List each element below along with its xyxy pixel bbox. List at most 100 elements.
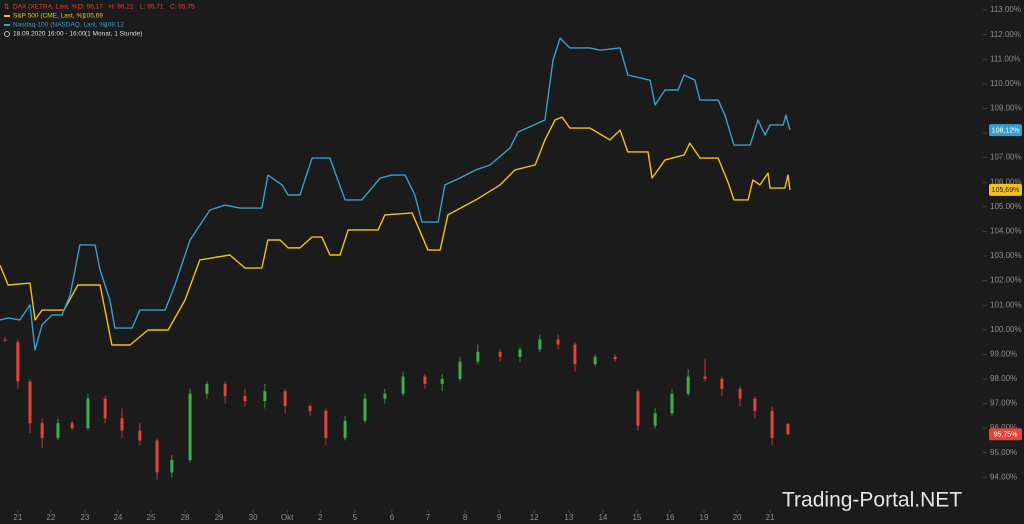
- x-tick-label: 29: [215, 513, 224, 522]
- candle-body: [40, 423, 44, 438]
- y-tick-label: 98.00%: [990, 374, 1017, 383]
- candle-body: [636, 391, 640, 426]
- candle-body: [188, 393, 192, 461]
- last-value-label: 108,12%: [992, 127, 1020, 134]
- legend-swatch: [4, 24, 10, 26]
- candle-body: [593, 356, 597, 365]
- x-tick-label: 21: [13, 513, 22, 522]
- candle-body: [703, 376, 707, 379]
- legend-value: L: 95,71: [140, 4, 164, 11]
- y-tick-label: 106.00%: [990, 177, 1022, 186]
- candle-body: [324, 410, 328, 438]
- x-tick-label: 30: [249, 513, 258, 522]
- candle-body: [308, 405, 312, 411]
- x-tick-label: 2: [318, 513, 323, 522]
- candle-body: [70, 423, 74, 429]
- y-tick-label: 112.00%: [990, 30, 1021, 39]
- candle-body: [401, 376, 405, 394]
- candle-body: [653, 413, 657, 426]
- x-tick-label: Okt: [281, 513, 294, 522]
- x-tick-label: 14: [598, 513, 607, 522]
- last-value-label: 95,75%: [994, 432, 1018, 439]
- x-tick-label: 22: [46, 513, 55, 522]
- candle-body: [498, 351, 502, 357]
- candle-body: [363, 398, 367, 421]
- x-tick-label: 20: [733, 513, 742, 522]
- x-tick-label: 8: [463, 513, 468, 522]
- y-tick-label: 99.00%: [990, 349, 1017, 358]
- x-tick-label: 5: [353, 513, 358, 522]
- candle-body: [670, 393, 674, 414]
- x-tick-label: 15: [632, 513, 641, 522]
- y-tick-label: 107.00%: [990, 153, 1022, 162]
- candle-body: [753, 398, 757, 411]
- period: 18.09.2020 16:00 - 16:00: [13, 31, 86, 38]
- last-value-tag: [989, 183, 1022, 196]
- candle-body: [28, 381, 32, 424]
- legend-entry: DAX (XETRA, Last, %): [13, 4, 79, 11]
- legend-value: 105,69: [83, 13, 103, 20]
- candle-body: [205, 383, 209, 394]
- x-tick-label: 6: [390, 513, 395, 522]
- candle-body: [3, 339, 7, 341]
- x-tick-label: 9: [497, 513, 502, 522]
- series-line: [0, 116, 791, 346]
- y-tick-label: 110.00%: [990, 79, 1021, 88]
- candle-body: [538, 339, 542, 350]
- y-tick-label: 111.00%: [990, 54, 1020, 63]
- candle-body: [770, 410, 774, 438]
- last-value-label: 105,69%: [992, 187, 1020, 194]
- candle-body: [686, 376, 690, 394]
- legend-value: O: 96,17: [78, 4, 103, 11]
- candle-body: [86, 398, 90, 429]
- x-tick-label: 28: [181, 513, 190, 522]
- y-tick-label: 105.00%: [990, 202, 1022, 211]
- x-tick-label: 12: [530, 513, 539, 522]
- candle-body: [243, 396, 247, 402]
- legend-entry: Nasdaq-100 (NASDAQ, Last, %): [13, 22, 107, 29]
- y-tick-label: 113.00%: [990, 5, 1021, 14]
- candle-body: [423, 376, 427, 384]
- x-tick-label: 7: [426, 513, 431, 522]
- candle-body: [556, 339, 560, 345]
- x-tick-label: 23: [80, 513, 89, 522]
- candle-body: [573, 344, 577, 365]
- candle-body: [720, 378, 724, 389]
- legend-value: H: 96,21: [109, 4, 134, 11]
- candle-body: [138, 430, 142, 441]
- candle-body: [223, 383, 227, 397]
- y-tick-label: 103.00%: [990, 251, 1022, 260]
- interval: (1 Monat, 1 Stunde): [85, 31, 142, 38]
- last-value-tag: [989, 124, 1022, 137]
- series-line: [0, 37, 791, 351]
- legend-swatch: [4, 15, 10, 17]
- legend: ⇅ DAX (XETRA, Last, %) O: 96,17 H: 96,21…: [4, 4, 195, 38]
- candle-body: [613, 356, 617, 360]
- y-tick-label: 102.00%: [990, 276, 1022, 285]
- legend-value: C: 95,75: [170, 4, 195, 11]
- legend-value: 108,12: [104, 22, 124, 29]
- clock-icon: [4, 31, 10, 37]
- y-tick-label: 101.00%: [990, 300, 1022, 309]
- candle-body: [458, 361, 462, 379]
- candle-body: [16, 342, 20, 382]
- candle-body: [283, 391, 287, 406]
- legend-icon: ⇅: [4, 4, 10, 11]
- candle-body: [155, 440, 159, 473]
- watermark: Trading-Portal.NET: [782, 489, 962, 512]
- y-tick-label: 104.00%: [990, 227, 1022, 236]
- y-tick-label: 100.00%: [990, 325, 1022, 334]
- x-tick-label: 16: [666, 513, 675, 522]
- candle-body: [738, 388, 742, 399]
- y-tick-label: 95.00%: [990, 448, 1017, 457]
- y-tick-label: 109.00%: [990, 104, 1022, 113]
- last-value-tag: [989, 428, 1022, 441]
- x-tick-label: 19: [700, 513, 709, 522]
- candle-body: [120, 418, 124, 431]
- candle-body: [343, 420, 347, 438]
- candle-body: [476, 351, 480, 362]
- candle-body: [383, 393, 387, 399]
